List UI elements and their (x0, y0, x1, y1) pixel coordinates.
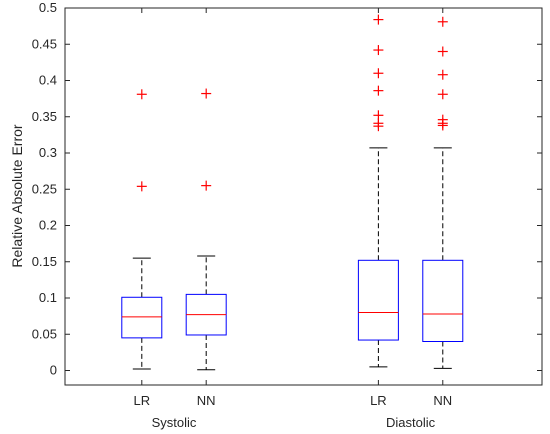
y-tick-label: 0.5 (39, 0, 57, 15)
outlier-marker (373, 45, 384, 56)
y-axis-title: Relative Absolute Error (9, 124, 25, 268)
x-tick-label: LR (133, 393, 150, 408)
y-tick-label: 0 (50, 363, 57, 378)
iqr-box (422, 259, 464, 342)
iqr-box (121, 296, 163, 339)
group-label-diastolic: Diastolic (386, 415, 436, 430)
outlier-marker (373, 68, 384, 79)
outlier-marker (437, 16, 448, 27)
outlier-marker (373, 85, 384, 96)
outlier-marker (201, 180, 212, 191)
x-tick-label: LR (370, 393, 387, 408)
outlier-marker (373, 110, 384, 121)
x-tick-label: NN (433, 393, 452, 408)
y-tick-label: 0.45 (32, 36, 57, 51)
y-tick-label: 0.15 (32, 254, 57, 269)
box-series (121, 14, 464, 371)
y-tick-label: 0.1 (39, 290, 57, 305)
plot-area (64, 7, 543, 386)
outlier-marker (437, 89, 448, 100)
y-axis: 0 0.05 0.1 0.15 0.2 0.25 0.3 0.35 0.4 0.45 0.5 (32, 0, 542, 378)
y-tick-label: 0.25 (32, 181, 57, 196)
y-tick-label: 0.4 (39, 73, 57, 88)
box-systolic-lr (121, 89, 163, 370)
iqr-box (357, 259, 399, 341)
outlier-marker (437, 114, 448, 125)
y-tick-label: 0.3 (39, 145, 57, 160)
outlier-marker (136, 181, 147, 192)
y-tick-label: 0.2 (39, 218, 57, 233)
outlier-marker (437, 69, 448, 80)
box-diastolic-nn (422, 16, 464, 369)
y-tick-label: 0.35 (32, 109, 57, 124)
x-tick-label: NN (197, 393, 216, 408)
group-label-systolic: Systolic (152, 415, 197, 430)
outlier-marker (201, 88, 212, 99)
outlier-marker (373, 14, 384, 25)
y-tick-label: 0.05 (32, 326, 57, 341)
outlier-marker (136, 89, 147, 100)
box-systolic-nn (185, 88, 227, 371)
box-diastolic-lr (357, 14, 399, 368)
outlier-marker (437, 46, 448, 57)
